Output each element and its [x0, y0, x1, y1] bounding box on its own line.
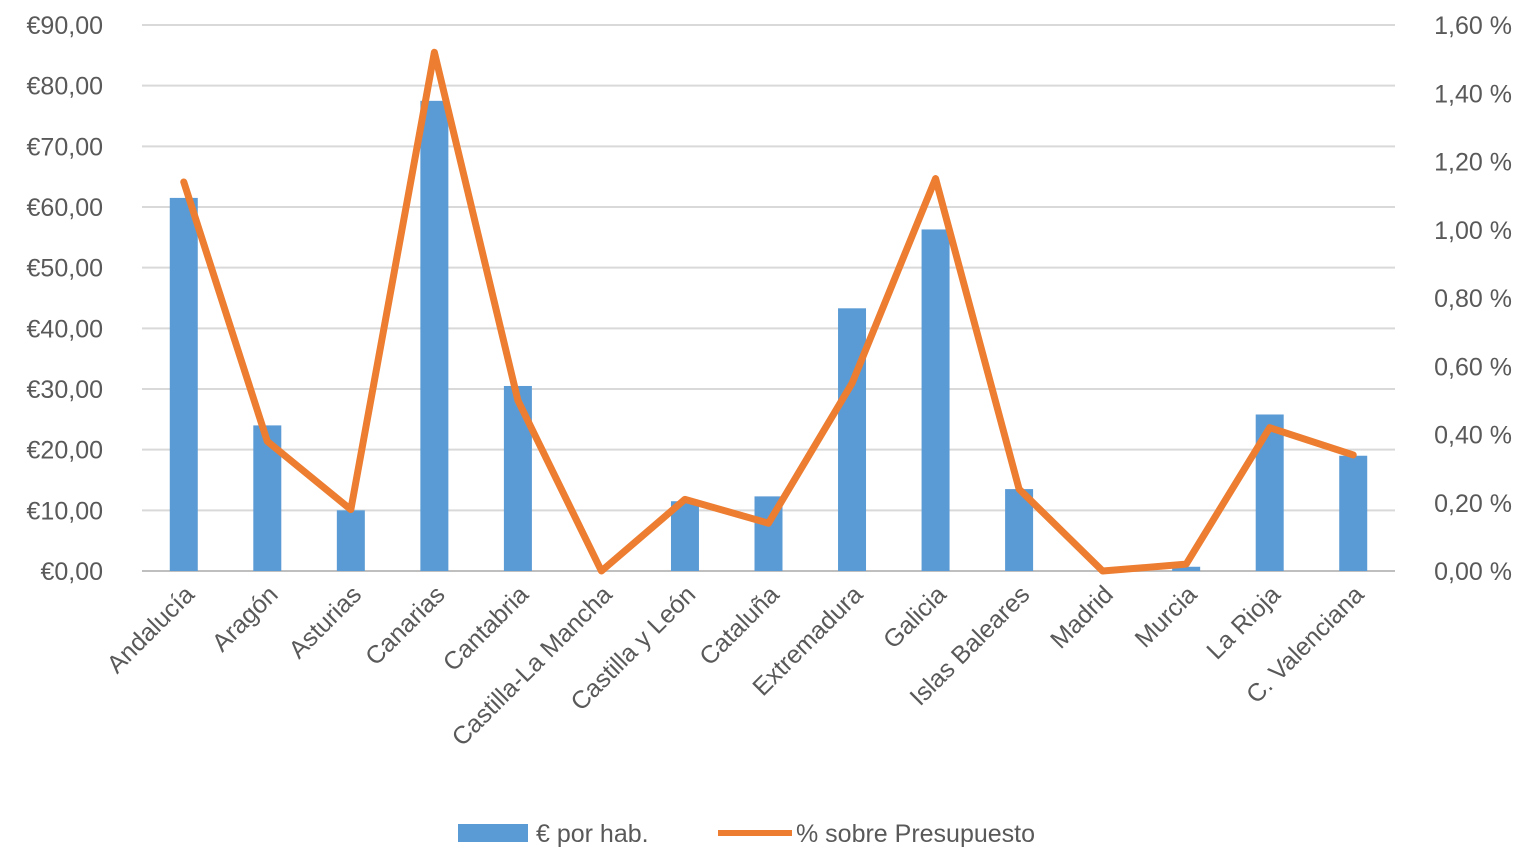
category-label: La Rioja — [1201, 580, 1286, 665]
left-tick-label: €60,00 — [27, 194, 103, 222]
series-line — [180, 48, 1357, 575]
category-label: Castilla-La Mancha — [447, 580, 618, 751]
bar — [420, 100, 449, 571]
bar — [670, 501, 699, 571]
line-series — [180, 48, 1357, 575]
left-tick-label: €50,00 — [27, 255, 103, 283]
left-tick-label: €10,00 — [27, 497, 103, 525]
legend-line-label: % sobre Presupuesto — [796, 820, 1035, 848]
left-tick-label: €70,00 — [27, 133, 103, 161]
right-tick-label: 0,80 % — [1434, 285, 1512, 313]
left-tick-label: €40,00 — [27, 315, 103, 343]
category-label: Andalucía — [102, 580, 200, 678]
category-label: Murcia — [1130, 580, 1203, 653]
left-tick-label: €20,00 — [27, 437, 103, 465]
right-tick-label: 1,40 % — [1434, 80, 1512, 108]
right-tick-label: 1,00 % — [1434, 217, 1512, 245]
legend: € por hab. % sobre Presupuesto — [458, 820, 1035, 848]
legend-bar-label: € por hab. — [536, 820, 649, 848]
right-tick-label: 0,60 % — [1434, 353, 1512, 381]
category-label: Aragón — [207, 580, 284, 657]
category-label: Madrid — [1045, 580, 1119, 654]
right-axis: 0,00 % 0,20 % 0,40 % 0,60 % 0,80 % 1,00 % 1,20… — [1434, 12, 1512, 586]
left-tick-label: €0,00 — [40, 558, 103, 586]
left-tick-label: €80,00 — [27, 73, 103, 101]
bar — [1172, 566, 1201, 571]
right-tick-label: 0,20 % — [1434, 490, 1512, 518]
right-tick-label: 1,60 % — [1434, 12, 1512, 40]
legend-bar-swatch — [458, 824, 528, 842]
bar — [169, 197, 198, 571]
category-axis: Andalucía Aragón AsturiasCanariasCantabria… — [102, 580, 1370, 751]
category-label: Asturias — [283, 580, 367, 664]
left-tick-label: €90,00 — [27, 12, 103, 40]
category-label: Galicia — [878, 580, 952, 654]
right-tick-label: 0,40 % — [1434, 422, 1512, 450]
bar — [336, 510, 365, 571]
left-tick-label: €30,00 — [27, 376, 103, 404]
left-axis: €0,00 €10,00 €20,00 €30,00 €40,00 €50,00 €60,0… — [27, 12, 103, 586]
bar-series — [169, 100, 1368, 572]
bar — [921, 229, 950, 572]
right-tick-label: 1,20 % — [1434, 149, 1512, 177]
bar — [838, 308, 867, 571]
bar — [1339, 455, 1368, 571]
right-tick-label: 0,00 % — [1434, 558, 1512, 586]
